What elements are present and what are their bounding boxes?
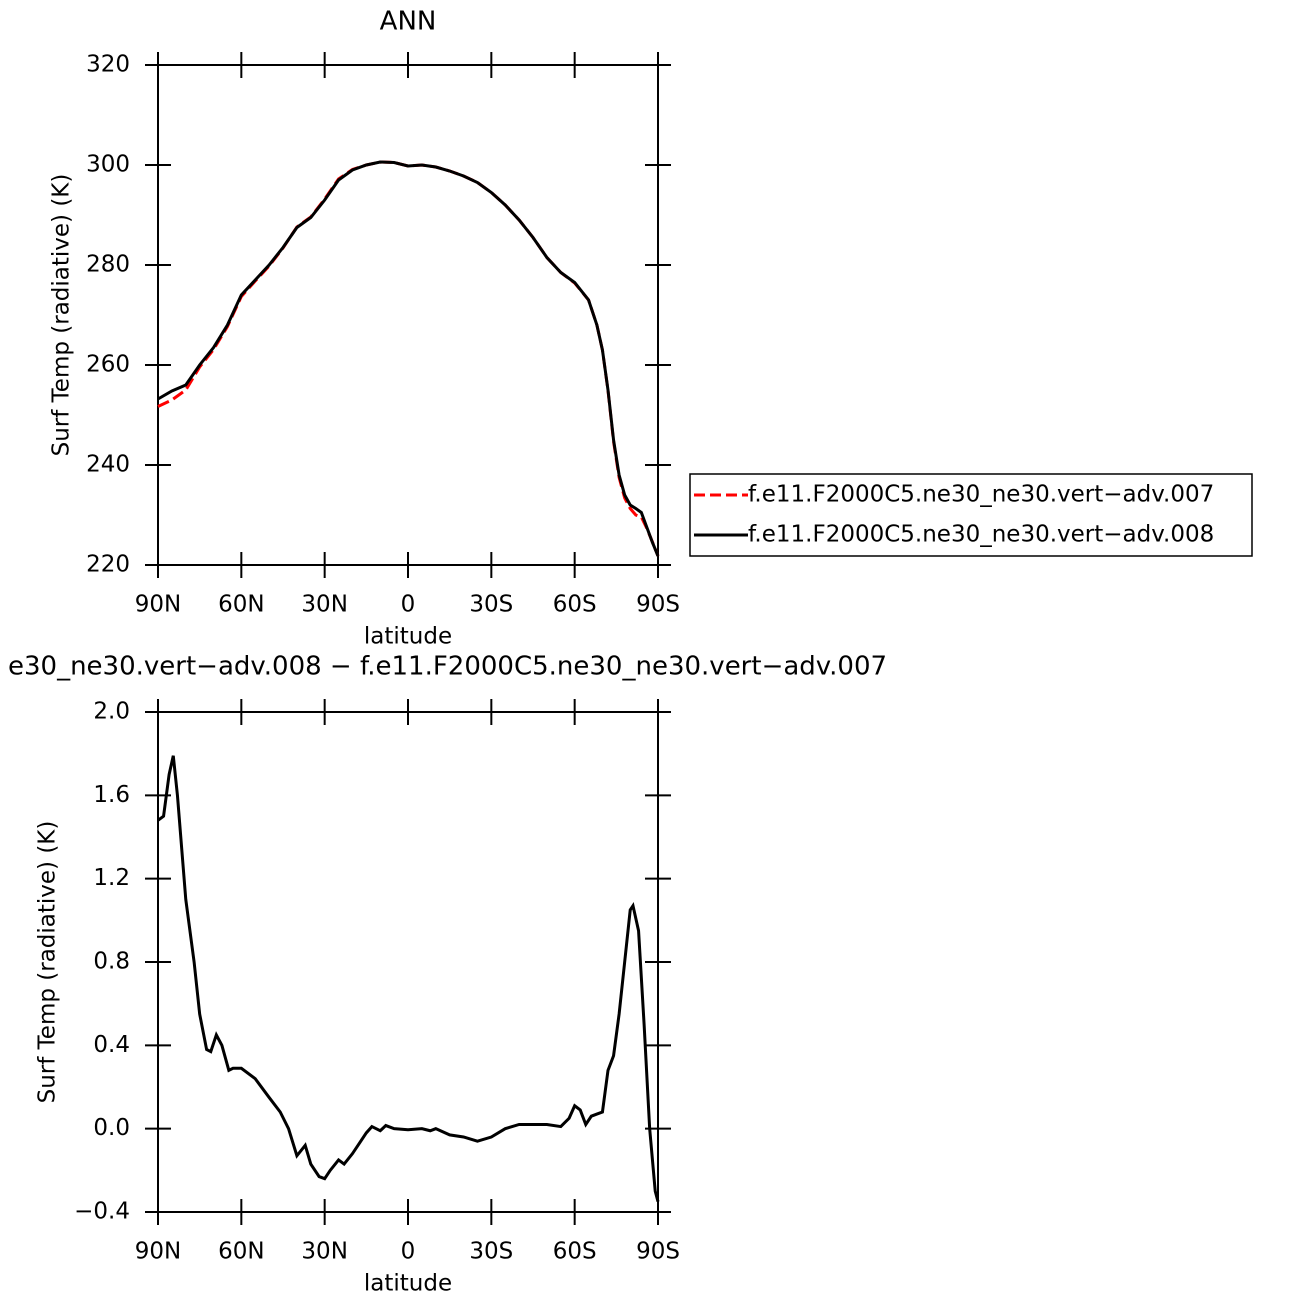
x-tick-label: 90N [135,1239,181,1265]
plot-frame [157,711,659,1213]
y-tick-label: 220 [86,552,130,578]
x-tick-label: 30S [469,592,513,618]
data-line [157,160,660,557]
x-tick-label: 60N [218,1239,264,1265]
y-tick-label: −0.4 [74,1199,130,1225]
legend-box [689,473,1253,557]
y-tick-label: 0.0 [93,1115,130,1141]
y-tick-label: 280 [86,252,130,278]
legend-label: f.e11.F2000C5.ne30_ne30.vert−adv.007 [748,482,1214,508]
x-tick-label: 60N [218,592,264,618]
y-tick-label: 300 [86,152,130,178]
legend-label: f.e11.F2000C5.ne30_ne30.vert−adv.008 [748,522,1214,548]
y-tick-label: 260 [86,352,130,378]
x-axis-label: latitude [364,624,452,650]
x-tick-label: 90N [135,592,181,618]
chart-title: ANN [380,7,437,37]
y-tick-label: 0.4 [93,1032,130,1058]
x-tick-label: 0 [401,592,416,618]
data-line [157,755,660,1202]
y-tick-label: 1.2 [93,865,130,891]
x-tick-label: 60S [553,1239,597,1265]
y-axis-label: Surf Temp (radiative) (K) [49,174,75,457]
data-line [157,160,660,557]
x-tick-label: 60S [553,592,597,618]
y-tick-label: 2.0 [93,699,130,725]
x-tick-label: 90S [636,592,680,618]
y-tick-label: 240 [86,452,130,478]
x-tick-label: 30S [469,1239,513,1265]
x-tick-label: 90S [636,1239,680,1265]
x-axis-label: latitude [364,1271,452,1297]
x-tick-label: 0 [401,1239,416,1265]
x-tick-label: 30N [301,592,347,618]
y-axis-label: Surf Temp (radiative) (K) [35,821,61,1104]
y-tick-label: 320 [86,52,130,78]
x-tick-label: 30N [301,1239,347,1265]
y-tick-label: 1.6 [93,782,130,808]
chart-title: e30_ne30.vert−adv.008 − f.e11.F2000C5.ne… [8,652,887,682]
y-tick-label: 0.8 [93,949,130,975]
